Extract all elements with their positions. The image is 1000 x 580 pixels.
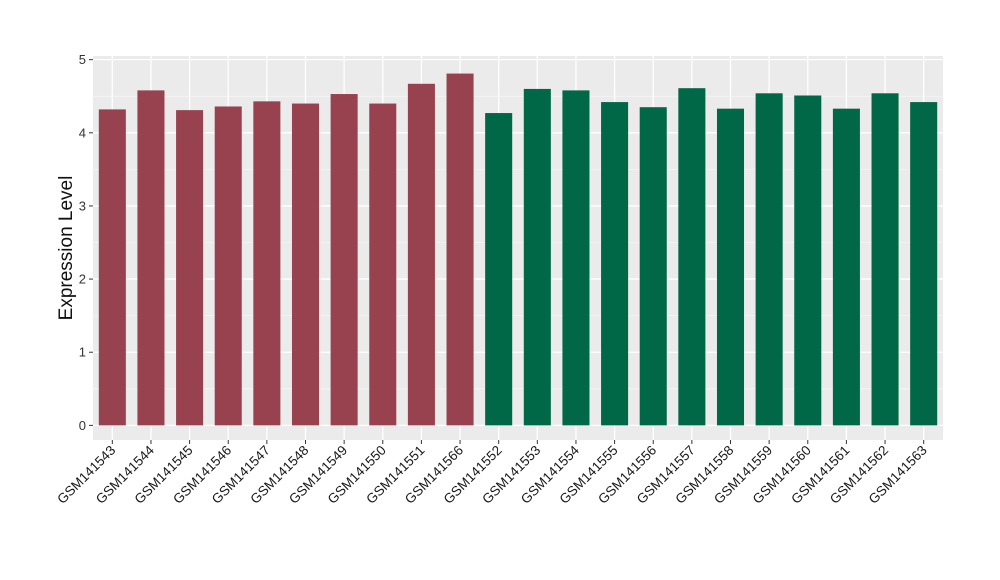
bar-GSM141559	[755, 93, 783, 426]
bar-GSM141552	[485, 113, 513, 426]
bar-GSM141557	[678, 88, 706, 426]
bar-GSM141562	[871, 93, 899, 426]
bar-GSM141544	[137, 90, 165, 426]
bar-GSM141566	[446, 73, 474, 426]
bar-GSM141543	[98, 109, 126, 426]
bar-GSM141556	[639, 107, 667, 426]
bar-GSM141547	[253, 101, 281, 426]
bar-GSM141555	[601, 102, 629, 426]
y-tick-label: 4	[79, 125, 86, 140]
bar-GSM141548	[291, 103, 320, 426]
bar-GSM141545	[176, 110, 204, 426]
y-axis-title: Expression Level	[56, 176, 77, 321]
y-tick-label: 2	[79, 272, 86, 287]
bars	[98, 73, 938, 426]
bar-GSM141551	[407, 83, 435, 426]
bar-GSM141550	[369, 103, 397, 426]
y-tick-label: 1	[79, 345, 86, 360]
y-tick-label: 0	[79, 418, 86, 433]
bar-GSM141546	[214, 106, 242, 426]
y-axis: 0 1 2 3 4 5	[79, 52, 93, 433]
bar-GSM141553	[523, 88, 551, 426]
bar-GSM141561	[832, 108, 860, 426]
x-axis: GSM141543GSM141544GSM141545GSM141546GSM1…	[54, 440, 930, 507]
y-tick-label: 5	[79, 52, 86, 67]
bar-GSM141549	[330, 94, 358, 426]
y-tick-label: 3	[79, 198, 86, 213]
bar-GSM141563	[910, 102, 938, 426]
bar-GSM141560	[794, 95, 822, 426]
bar-GSM141558	[716, 108, 745, 426]
bar-GSM141554	[562, 90, 590, 426]
